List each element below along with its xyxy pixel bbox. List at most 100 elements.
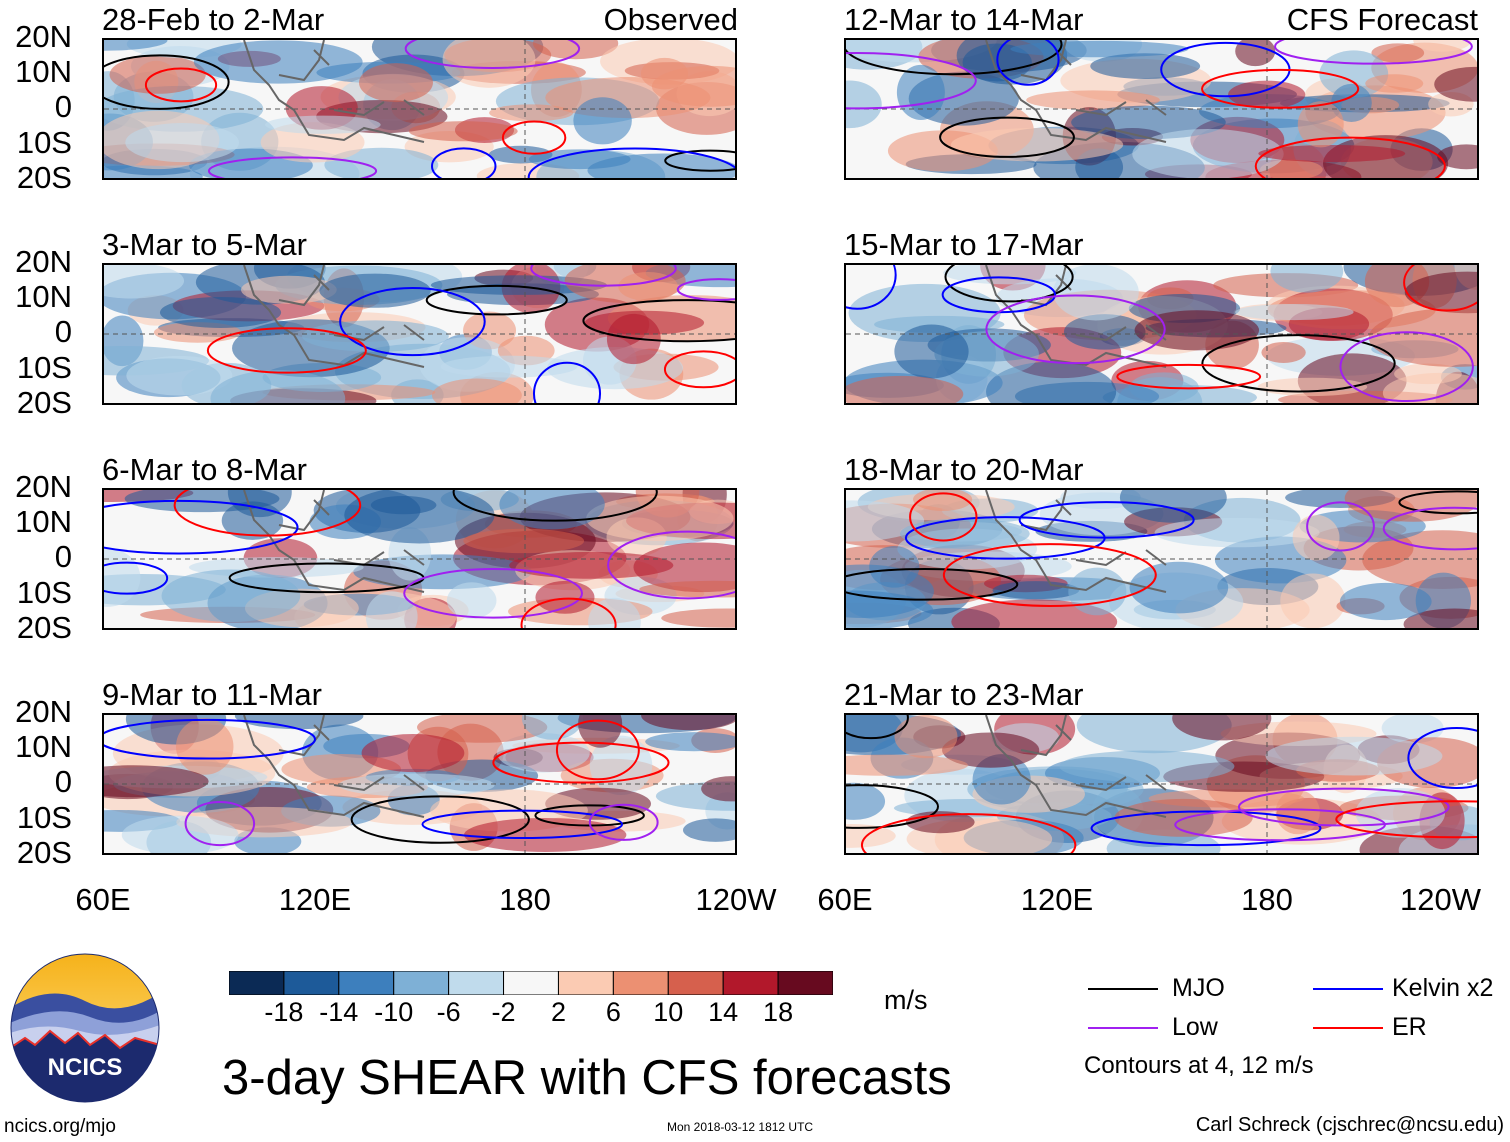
shear-anomaly-patch xyxy=(1339,582,1432,621)
shear-anomaly-patch xyxy=(1265,736,1443,776)
mjo-contour xyxy=(846,784,939,829)
shear-anomaly-patch xyxy=(894,324,969,379)
mjo-contour xyxy=(664,149,735,172)
kelvin-contour xyxy=(1018,501,1195,539)
shear-anomaly-patch xyxy=(1235,303,1354,321)
lat-label: 0 xyxy=(54,314,72,349)
map-field xyxy=(104,265,735,403)
footer-url: ncics.org/mjo xyxy=(4,1116,116,1137)
lon-label-120w-left: 120W xyxy=(695,882,777,917)
shear-anomaly-patch xyxy=(573,97,632,145)
lat-label: 20N xyxy=(15,244,72,279)
shear-anomaly-patch xyxy=(241,275,337,304)
colorbar-swatch xyxy=(503,971,559,995)
shear-anomaly-patch xyxy=(104,265,185,299)
map-field xyxy=(104,715,735,853)
shear-anomaly-patch xyxy=(1026,90,1160,110)
map-panel-4 xyxy=(102,713,737,855)
shear-anomaly-patch xyxy=(535,580,595,614)
lat-label: 20N xyxy=(15,694,72,729)
mjo-contour xyxy=(944,265,1074,303)
low-contour xyxy=(207,156,378,178)
colorbar-tick-label: -10 xyxy=(374,997,414,1027)
shear-anomaly-patch xyxy=(265,115,381,134)
low-contour xyxy=(184,801,256,847)
er-contour xyxy=(501,120,567,155)
er-contour xyxy=(520,597,617,628)
kelvin-contour xyxy=(527,147,735,178)
er-contour xyxy=(555,719,640,781)
legend-mjo-label: MJO xyxy=(1172,974,1225,1002)
shear-anomaly-patch xyxy=(1053,265,1139,321)
shear-anomaly-patch xyxy=(359,63,433,103)
colorbar-swatch xyxy=(667,971,724,995)
shear-anomaly-patch xyxy=(1371,43,1425,63)
shear-anomaly-patch xyxy=(1403,608,1477,628)
lat-label: 20S xyxy=(16,835,72,870)
legend-low-label: Low xyxy=(1172,1013,1218,1041)
kelvin-contour xyxy=(339,287,486,357)
colorbar-tick-label: 18 xyxy=(763,997,794,1027)
lon-label-120e-right: 120E xyxy=(1020,882,1094,917)
shear-anomaly-patch xyxy=(1063,314,1146,350)
map-field xyxy=(846,265,1477,403)
shear-anomaly-patch xyxy=(683,818,735,842)
lon-label-120w-right: 120W xyxy=(1400,882,1481,917)
panel-tag-forecast: CFS Forecast xyxy=(1286,2,1478,37)
coastline xyxy=(243,40,425,143)
footer-timestamp: Mon 2018-03-12 1812 UTC xyxy=(667,1120,814,1134)
footer-author: Carl Schreck (cjschrec@ncsu.edu) xyxy=(1195,1114,1504,1136)
legend-kelvin-label: Kelvin x2 xyxy=(1392,974,1494,1002)
panel-title-7: 18-Mar to 20-Mar xyxy=(844,452,1084,487)
shear-anomaly-patch xyxy=(1297,101,1344,148)
low-contour xyxy=(1306,501,1375,552)
map-panel-1 xyxy=(102,38,737,180)
ncics-logo: NCICS xyxy=(10,953,160,1103)
lon-label-60e-left: 60E xyxy=(75,882,131,917)
shear-anomaly-patch xyxy=(193,40,363,84)
shear-anomaly-patch xyxy=(1382,372,1477,403)
shear-anomaly-patch xyxy=(846,824,896,848)
shear-anomaly-patch xyxy=(1365,74,1424,93)
mjo-contour xyxy=(350,795,530,844)
mjo-contour xyxy=(939,116,1075,158)
mjo-contour xyxy=(104,54,230,110)
low-contour xyxy=(985,294,1166,365)
lat-label: 20S xyxy=(16,160,72,195)
shear-anomaly-patch xyxy=(1090,53,1201,79)
er-contour xyxy=(173,490,362,537)
shear-anomaly-patch xyxy=(1437,144,1477,170)
panel-title-8: 21-Mar to 23-Mar xyxy=(844,677,1084,712)
legend-er-label: ER xyxy=(1392,1013,1427,1041)
shear-anomaly-patch xyxy=(1119,490,1227,523)
legend-low-line xyxy=(1088,1027,1158,1029)
shear-anomaly-patch xyxy=(1261,341,1306,363)
shear-anomaly-patch xyxy=(521,715,584,740)
low-contour xyxy=(846,52,977,110)
lat-label: 20S xyxy=(16,610,72,645)
panel-title-3: 6-Mar to 8-Mar xyxy=(102,452,307,487)
shear-anomaly-patch xyxy=(301,320,449,352)
shear-anomaly-patch xyxy=(578,715,623,748)
logo-text: NCICS xyxy=(48,1054,123,1081)
colorbar-tick-label: 6 xyxy=(605,997,621,1027)
colorbar-tick-label: -18 xyxy=(264,997,304,1027)
lat-label: 20N xyxy=(15,19,72,54)
panel-title-1: 28-Feb to 2-Mar xyxy=(102,2,325,37)
shear-anomaly-patch xyxy=(1235,40,1276,67)
low-contour xyxy=(404,40,581,69)
lat-label: 10S xyxy=(16,350,72,385)
shear-anomaly-patch xyxy=(1132,128,1284,178)
kelvin-contour xyxy=(532,361,602,403)
shear-anomaly-patch xyxy=(661,608,735,628)
shear-anomaly-patch xyxy=(846,375,964,403)
colorbar-units: m/s xyxy=(884,985,928,1015)
colorbar-swatch xyxy=(338,971,395,995)
kelvin-contour xyxy=(421,809,624,839)
shear-anomaly-patch xyxy=(586,495,734,541)
shear-anomaly-patch xyxy=(104,40,168,51)
lat-label: 10N xyxy=(15,279,72,314)
shear-anomaly-patch xyxy=(431,378,522,403)
shear-anomaly-patch xyxy=(109,55,206,94)
colorbar-swatch xyxy=(393,971,450,995)
